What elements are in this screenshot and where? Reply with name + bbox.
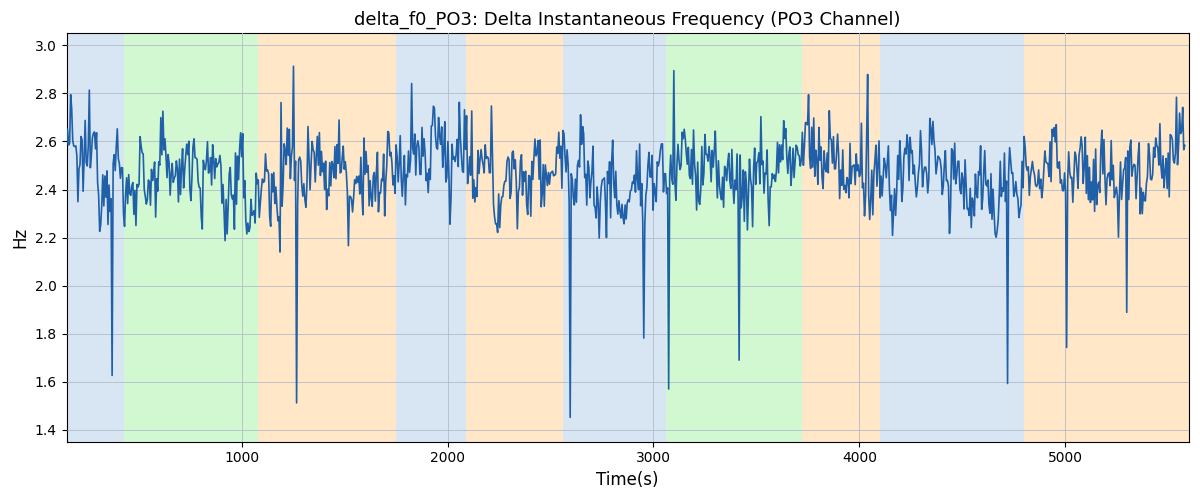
Bar [124, 34, 258, 442]
X-axis label: Time(s): Time(s) [596, 471, 659, 489]
Bar [666, 34, 802, 442]
Bar [466, 34, 563, 442]
Bar [1024, 34, 1189, 442]
Title: delta_f0_PO3: Delta Instantaneous Frequency (PO3 Channel): delta_f0_PO3: Delta Instantaneous Freque… [354, 11, 901, 30]
Bar [563, 34, 666, 442]
Bar [396, 34, 466, 442]
Bar [880, 34, 1024, 442]
Bar [66, 34, 124, 442]
Bar [258, 34, 396, 442]
Bar [802, 34, 880, 442]
Y-axis label: Hz: Hz [11, 227, 29, 248]
